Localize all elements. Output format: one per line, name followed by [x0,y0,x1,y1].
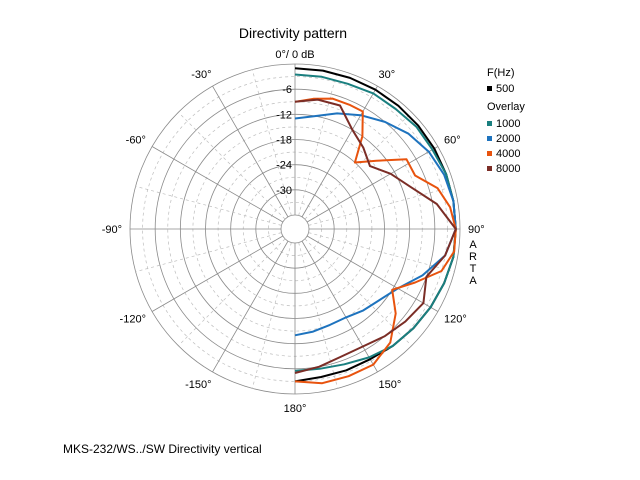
angle-label: 60° [444,135,461,147]
legend-label: 2000 [496,133,520,145]
grid-spoke [178,238,286,346]
polar-grid [129,63,461,395]
grid-spoke [135,185,282,226]
grid-spoke [135,232,282,273]
grid-spoke [301,85,378,218]
series-line-4000 [294,97,457,385]
grid-spoke [298,242,339,389]
legend-swatch [487,166,492,171]
legend-swatch [487,151,492,156]
angle-label: 150° [379,379,402,391]
legend-title: F(Hz) [487,67,515,79]
legend-label: 8000 [496,163,520,175]
grid-spoke [301,240,378,373]
angle-labels: 30° 60° 90° 120° 150° 180° -150° -120° -90° -60° -… [102,69,485,415]
top-label: 0°/ 0 dB [275,49,314,61]
legend-swatch [487,86,492,91]
angle-label: -30° [191,69,211,81]
angle-label: 180° [284,403,307,415]
legend: F(Hz) 500 Overlay 1000 2000 4000 8000 [487,67,525,175]
radial-tick-labels: -6 -12 -18 -24 -30 [276,84,292,197]
grid-spoke [151,146,284,223]
arta-letter: A [469,275,477,287]
angle-label: -90° [102,224,122,236]
grid-spoke [304,238,412,346]
arta-letter: T [470,263,477,275]
overlay-title: Overlay [487,101,525,113]
radial-tick-label: -30 [276,185,292,197]
grid-spoke [212,240,289,373]
radial-tick-label: -18 [276,135,292,147]
grid-spoke [298,69,339,216]
legend-label: 4000 [496,148,520,160]
radial-tick-label: -12 [276,109,292,121]
grid-spoke [178,112,286,220]
angle-label: -150° [185,379,211,391]
series-curves [294,67,457,385]
grid-center-circle [280,214,310,244]
radial-tick-label: -24 [276,160,292,172]
legend-swatch [487,136,492,141]
grid-spoke [151,235,284,312]
chart-title: Directivity pattern [239,25,347,41]
series-line-8000 [294,98,457,374]
legend-label: 500 [496,83,514,95]
legend-swatch [487,121,492,126]
angle-label: 30° [379,69,396,81]
arta-letter: R [469,251,477,263]
radial-tick-label: -6 [282,84,292,96]
grid-spoke [304,112,412,220]
angle-label: -120° [120,314,146,326]
grid-spoke [212,85,289,218]
grid-spoke [308,185,455,226]
angle-label: 120° [444,314,467,326]
angle-label: -60° [126,135,146,147]
angle-label: 90° [468,224,485,236]
grid-spoke [306,146,439,223]
legend-label: 1000 [496,118,520,130]
grid-spoke [308,232,455,273]
arta-letter: A [469,239,477,251]
figure-caption: MKS-232/WS../SW Directivity vertical [63,442,262,456]
grid-spoke [306,235,439,312]
grid-spoke [251,69,292,216]
grid-spoke [251,242,292,389]
